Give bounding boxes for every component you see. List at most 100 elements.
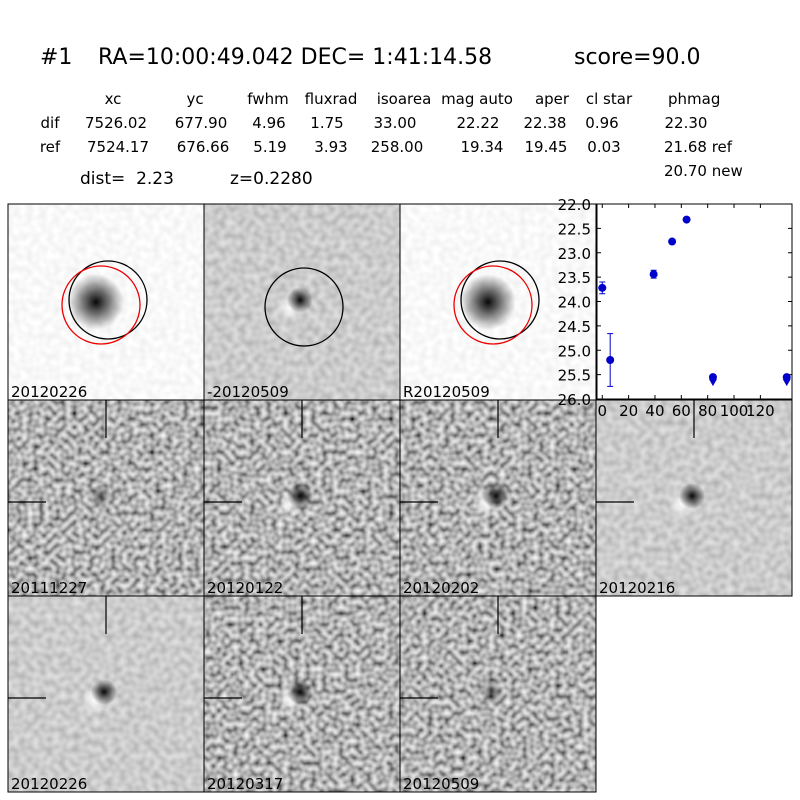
column-header: isoarea xyxy=(377,90,432,108)
dipole-negative xyxy=(91,679,117,705)
table-cell: 0.96 xyxy=(585,114,618,132)
table-cell: 7526.02 xyxy=(85,114,147,132)
image-panel: 20120317 xyxy=(203,595,401,793)
y-tick-label: 24.5 xyxy=(558,318,591,336)
source-blob xyxy=(460,274,516,330)
panel-label: 20120216 xyxy=(599,579,675,597)
column-header: mag auto xyxy=(441,90,513,108)
panel-label: 20120226 xyxy=(11,775,87,793)
distance: dist= 2.23 xyxy=(80,169,174,189)
panel-label: -20120509 xyxy=(207,383,289,401)
table-cell: 258.00 xyxy=(371,138,424,156)
y-tick-label: 22.5 xyxy=(558,220,591,238)
panel-border xyxy=(595,399,793,597)
image-panel: 20120122 xyxy=(203,399,401,597)
table-cell: 3.93 xyxy=(314,138,347,156)
row-label: dif xyxy=(41,114,61,132)
table-cell: 22.22 xyxy=(457,114,500,132)
image-panel: R20120509 xyxy=(399,203,597,401)
image-panel: 20120216 xyxy=(595,399,793,597)
table-cell: 1.75 xyxy=(310,114,343,132)
y-tick-label: 25.5 xyxy=(558,367,591,385)
column-header: fluxrad xyxy=(305,90,358,108)
data-point xyxy=(606,356,615,364)
table-cell: 4.96 xyxy=(252,114,285,132)
table-cell: 7524.17 xyxy=(87,138,149,156)
table-cell: 22.38 xyxy=(524,114,567,132)
y-tick-label: 23.0 xyxy=(558,245,591,263)
aperture-black xyxy=(68,260,148,340)
plot-background xyxy=(597,204,792,399)
column-header: yc xyxy=(186,90,203,108)
panel-border xyxy=(399,595,597,793)
x-tick-label: 20 xyxy=(619,402,638,420)
x-tick-label: 0 xyxy=(597,402,607,420)
data-point xyxy=(598,283,607,292)
x-tick-label: 120 xyxy=(746,402,775,420)
column-header: cl star xyxy=(586,90,633,108)
row-label: ref xyxy=(40,138,61,156)
table-cell: 677.90 xyxy=(175,114,228,132)
candidate-id: #1 xyxy=(40,45,72,70)
dipole-negative xyxy=(287,679,313,705)
table-cell: 19.34 xyxy=(461,138,504,156)
aperture-red xyxy=(61,265,141,345)
column-header: aper xyxy=(535,90,570,108)
x-tick-label: 100 xyxy=(720,402,749,420)
faint-source xyxy=(88,484,112,508)
aperture-black xyxy=(460,260,540,340)
data-point xyxy=(708,373,717,382)
image-panel: -20120509 xyxy=(203,203,401,401)
dipole-negative xyxy=(287,287,313,313)
source-blob xyxy=(68,274,124,330)
table-cell: 5.19 xyxy=(253,138,286,156)
dipole-negative xyxy=(483,483,509,509)
dipole-negative xyxy=(679,483,705,509)
data-point xyxy=(682,215,691,224)
panel-label: 20120226 xyxy=(11,383,87,401)
upper-limit-arrow xyxy=(782,379,791,387)
panel-label: 20120509 xyxy=(403,775,479,793)
image-panel: 20120226 xyxy=(7,203,205,401)
y-tick-label: 25.0 xyxy=(558,342,591,360)
table-cell: 21.68 ref xyxy=(664,138,733,156)
dipole-negative xyxy=(287,483,313,509)
y-tick-label: 26.0 xyxy=(558,391,591,409)
phmag-new: 20.70 new xyxy=(664,162,743,180)
panel-label: 20111227 xyxy=(11,579,87,597)
score: score=90.0 xyxy=(574,45,701,70)
light-curve: 22.0 22.5 23.0 23.5 24.0 24.5 25.0 25.5 26.0 0 20 4… xyxy=(558,196,793,420)
table-cell: 676.66 xyxy=(177,138,230,156)
redshift: z=0.2280 xyxy=(230,169,313,189)
aperture-black xyxy=(264,267,344,347)
data-point xyxy=(649,270,658,279)
x-tick-label: 40 xyxy=(645,402,664,420)
image-panel: 20120509 xyxy=(399,595,597,793)
faint-source xyxy=(480,680,504,704)
plot-frame xyxy=(596,203,793,400)
table-cell: 0.03 xyxy=(587,138,620,156)
column-header: phmag xyxy=(668,90,720,108)
image-panel: 20120202 xyxy=(399,399,597,597)
table-cell: 19.45 xyxy=(525,138,568,156)
image-panel: 20111227 xyxy=(7,399,205,597)
table-cell: 33.00 xyxy=(374,114,417,132)
panel-label: 20120317 xyxy=(207,775,283,793)
panel-label: 20120202 xyxy=(403,579,479,597)
data-point xyxy=(782,373,791,382)
panel-label: R20120509 xyxy=(403,383,490,401)
image-panel: 20120226 xyxy=(7,595,205,793)
upper-limit-arrow xyxy=(708,379,717,387)
x-tick-label: 80 xyxy=(698,402,717,420)
aperture-red xyxy=(453,265,533,345)
y-tick-label: 22.0 xyxy=(558,196,591,214)
table-cell: 22.30 xyxy=(665,114,708,132)
measurement-table: xc yc fwhm fluxrad isoarea mag auto aper cl sta… xyxy=(40,90,733,156)
y-tick-label: 24.0 xyxy=(558,294,591,312)
x-tick-label: 60 xyxy=(672,402,691,420)
coordinates: RA=10:00:49.042 DEC= 1:41:14.58 xyxy=(98,45,492,70)
y-tick-label: 23.5 xyxy=(558,269,591,287)
data-point xyxy=(668,237,677,246)
